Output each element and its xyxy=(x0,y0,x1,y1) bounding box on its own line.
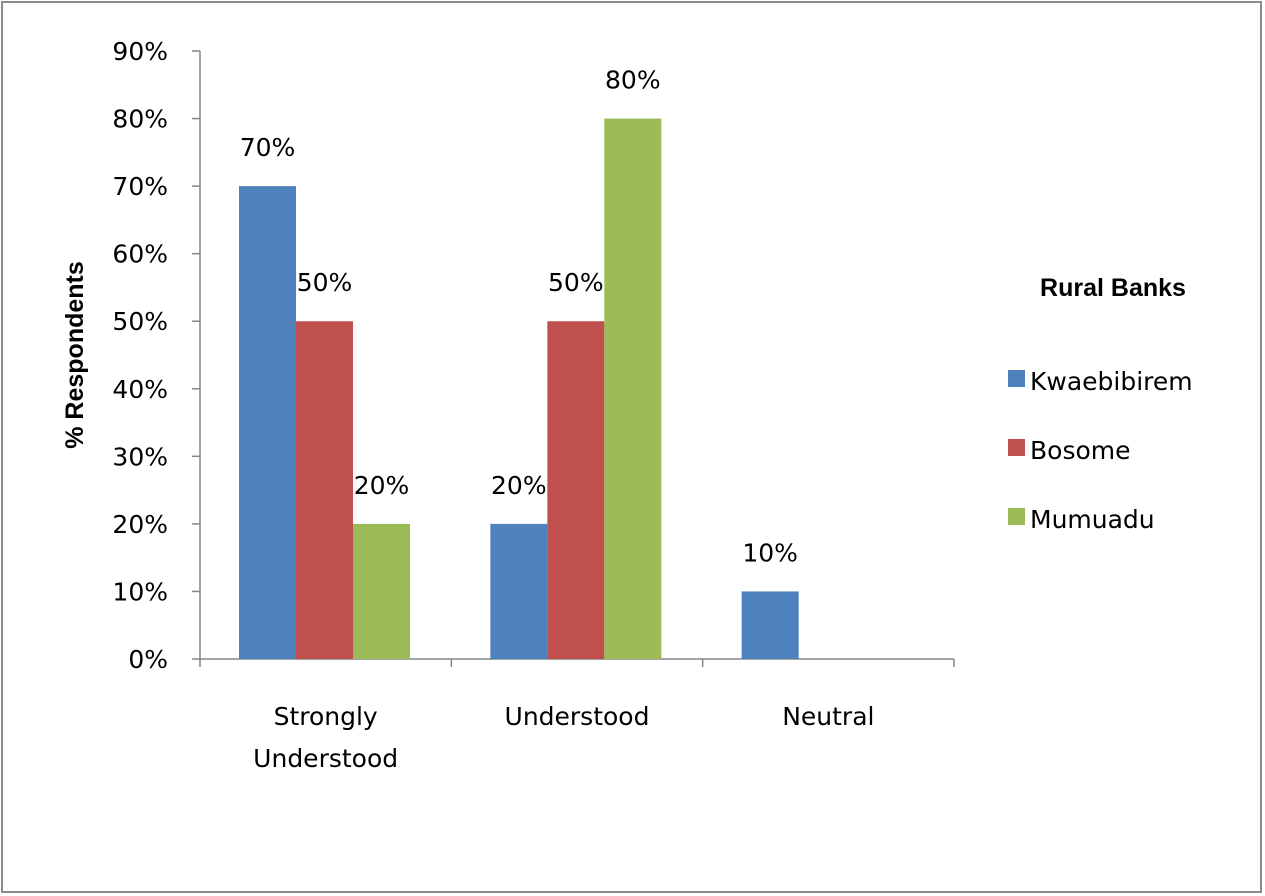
y-tick-label: 40% xyxy=(112,375,168,404)
bar-kwaebibirem xyxy=(490,523,548,659)
data-labels: 70% 50% 20% 20% 50% 80% 10% xyxy=(240,66,798,568)
data-label: 50% xyxy=(548,268,604,297)
y-tick-label: 60% xyxy=(112,240,168,269)
x-category-label: Strongly Understood xyxy=(253,702,398,773)
axes: 0% 10% 20% 30% 40% 50% 60% 70% 80% 90% Strongly Und… xyxy=(112,37,955,773)
y-tick-label: 20% xyxy=(112,510,168,539)
y-tick-label: 50% xyxy=(112,307,168,336)
legend-label-mumuadu: Mumuadu xyxy=(1030,505,1155,534)
legend-label-bosome: Bosome xyxy=(1030,436,1131,465)
y-tick-label: 80% xyxy=(112,105,168,134)
y-tick-label: 10% xyxy=(112,577,168,606)
bar-mumuadu xyxy=(353,523,410,659)
bar-kwaebibirem xyxy=(741,591,799,659)
legend-swatch-bosome xyxy=(1008,439,1025,456)
data-label: 70% xyxy=(240,133,296,162)
data-label: 10% xyxy=(742,538,798,567)
y-tick-label: 70% xyxy=(112,172,168,201)
y-tick-label: 90% xyxy=(112,37,168,66)
y-tick-label: 0% xyxy=(128,645,168,674)
x-category-label: Neutral xyxy=(782,702,874,731)
data-label: 80% xyxy=(605,66,661,95)
x-category-label: Understood xyxy=(505,702,650,731)
legend: Rural Banks Kwaebibirem Bosome Mumuadu xyxy=(1008,274,1193,534)
data-label: 20% xyxy=(491,471,547,500)
y-tick-label: 30% xyxy=(112,442,168,471)
y-axis-label: % Respondents xyxy=(61,261,89,449)
bar-kwaebibirem xyxy=(239,186,296,659)
legend-title: Rural Banks xyxy=(1040,274,1186,302)
legend-swatch-mumuadu xyxy=(1008,508,1025,525)
legend-label-kwaebibirem: Kwaebibirem xyxy=(1030,367,1193,396)
bars xyxy=(239,118,799,660)
data-label: 20% xyxy=(354,471,410,500)
legend-swatch-kwaebibirem xyxy=(1008,370,1025,387)
bar-bosome xyxy=(547,321,605,659)
bar-mumuadu xyxy=(604,118,662,660)
bar-bosome xyxy=(296,321,353,659)
data-label: 50% xyxy=(297,268,353,297)
